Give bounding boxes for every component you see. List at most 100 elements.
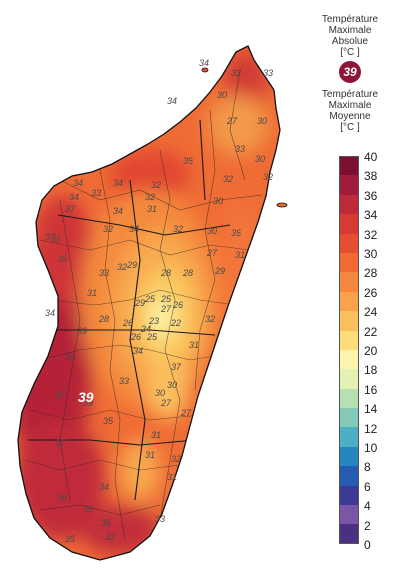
sainte-marie-island (276, 202, 288, 208)
district-value-label: 34 (129, 224, 139, 234)
district-value-label: 33 (91, 188, 101, 198)
region-boundaries (28, 119, 231, 501)
scale-tick-label: 12 (364, 421, 378, 436)
district-boundaries (24, 69, 263, 541)
temperature-field (18, 46, 280, 560)
max-abs-title-1: Température (321, 14, 379, 25)
district-value-label: 26 (130, 332, 141, 342)
color-swatch (339, 252, 359, 273)
color-swatch (339, 156, 359, 176)
scale-tick-label: 2 (364, 518, 371, 533)
district-value-label: 30 (257, 116, 267, 126)
scale-tick-label: 20 (364, 344, 378, 358)
scale-tick-label: 24 (364, 305, 378, 320)
district-value-label: 30 (155, 388, 165, 398)
district-value-label: 31 (87, 288, 97, 298)
color-swatch (339, 505, 359, 525)
district-value-label: 27 (226, 116, 238, 126)
district-value-label: 30 (213, 196, 223, 206)
district-value-label: 32 (263, 172, 273, 182)
district-value-label: 31 (151, 430, 161, 440)
district-value-label: 27 (160, 304, 172, 314)
scale-tick-label: 26 (364, 285, 378, 300)
district-value-label: 30 (167, 380, 177, 390)
district-value-label: 32 (171, 454, 181, 464)
district-value-label: 26 (122, 318, 133, 328)
color-swatch (339, 291, 359, 312)
scale-tick-label: 14 (364, 402, 378, 417)
scale-tick-label: 4 (364, 499, 371, 514)
district-value-label: 23 (148, 316, 159, 326)
scale-tick-label: 28 (364, 266, 378, 281)
district-value-label: 31 (189, 340, 199, 350)
district-value-label: 28 (98, 314, 109, 324)
scale-tick-label: 34 (364, 208, 378, 223)
max-abs-title-2: Maximale (328, 25, 372, 36)
district-value-label: 30 (207, 226, 217, 236)
max-abs-title-3: Absolue (331, 36, 369, 47)
mean-unit: [°C ] (340, 122, 360, 133)
scale-tick-label: 22 (364, 324, 378, 339)
color-scale (339, 156, 359, 544)
color-swatch (339, 485, 359, 506)
scale-tick-label: 38 (364, 169, 378, 184)
scale-tick-label: 0 (364, 538, 371, 552)
district-value-label: 33 (263, 68, 273, 78)
district-value-label: 28 (182, 268, 193, 278)
color-swatch (339, 466, 359, 486)
color-swatch (339, 427, 359, 447)
district-value-label: 31 (167, 472, 177, 482)
scale-tick-label: 30 (364, 247, 378, 261)
mean-title-3: Moyenne (329, 111, 371, 122)
color-swatch (339, 524, 359, 544)
district-value-label: 34 (73, 178, 83, 188)
district-value-label: 35 (103, 416, 114, 426)
district-value-label: 27 (206, 248, 218, 258)
district-value-label: 34 (167, 96, 177, 106)
color-swatch (339, 311, 359, 331)
district-value-label: 37 (45, 232, 56, 242)
district-value-label: 39 (77, 326, 87, 336)
district-value-label: 37 (55, 390, 66, 400)
district-value-label: 32 (103, 224, 113, 234)
max-abs-badge: 39 (339, 61, 361, 83)
color-swatch (339, 349, 359, 370)
color-swatch (339, 330, 359, 350)
district-value-label: 34 (45, 308, 55, 318)
scale-tick-label: 10 (364, 441, 378, 455)
district-value-label: 35 (57, 254, 68, 264)
district-value-label: 32 (105, 532, 115, 542)
color-swatch (339, 175, 359, 195)
scale-tick-label: 16 (364, 382, 378, 397)
district-value-label: 34 (99, 482, 109, 492)
district-value-label: 33 (119, 376, 129, 386)
district-value-label: 31 (147, 204, 157, 214)
scale-tick-label: 8 (364, 460, 371, 475)
mean-title-2: Maximale (328, 100, 372, 111)
scale-tick-label: 32 (364, 227, 378, 242)
district-value-label: 35 (65, 534, 76, 544)
mean-title-1: Température (321, 89, 379, 100)
district-value-label: 39 (83, 398, 93, 408)
district-value-label: 34 (113, 178, 123, 188)
district-value-label: 34 (69, 192, 79, 202)
district-value-label: 32 (145, 192, 155, 202)
district-value-label: 25 (144, 294, 156, 304)
district-value-label: 35 (183, 156, 194, 166)
district-value-label: 29 (134, 298, 145, 308)
district-value-label: 33 (231, 68, 241, 78)
district-value-label: 27 (160, 398, 172, 408)
district-value-label: 29 (214, 266, 225, 276)
district-value-label: 25 (160, 294, 172, 304)
district-value-label: 30 (217, 90, 227, 100)
legend: Température Maximale Absolue [°C ] 39 Te… (300, 14, 400, 133)
district-value-label: 32 (117, 262, 127, 272)
district-value-label: 36 (57, 492, 67, 502)
color-swatch (339, 214, 359, 234)
district-value-label: 31 (235, 250, 245, 260)
district-value-label: 37 (55, 438, 66, 448)
district-value-label: 32 (151, 180, 161, 190)
scale-tick-label: 18 (364, 363, 378, 378)
district-value-label: 26 (172, 300, 183, 310)
